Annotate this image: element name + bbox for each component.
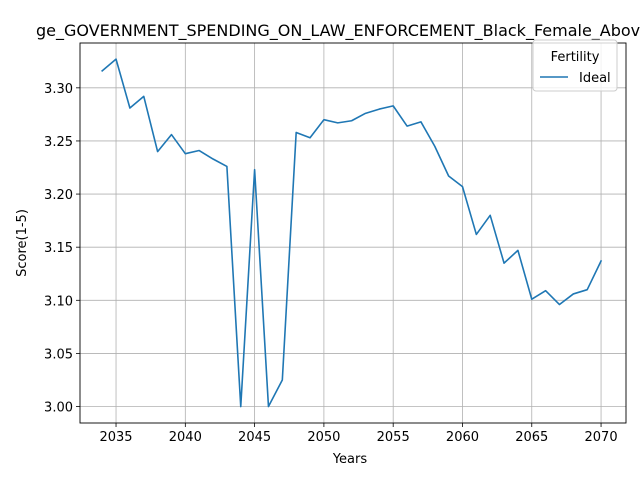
x-tick-label: 2065 (515, 430, 548, 445)
chart-title: ge_GOVERNMENT_SPENDING_ON_LAW_ENFORCEMEN… (36, 21, 640, 41)
plot-frame (79, 42, 627, 424)
axis-ticks: 2035 2040 2045 2050 2055 2060 2065 2070 3.00 3.05… (44, 82, 618, 445)
x-tick-label: 2055 (377, 430, 410, 445)
x-tick-label: 2040 (169, 430, 202, 445)
x-tick-label: 2060 (446, 430, 479, 445)
x-tick-label: 2045 (238, 430, 271, 445)
x-tick-label: 2070 (585, 430, 618, 445)
y-tick-label: 3.20 (44, 188, 73, 203)
legend-label-ideal: Ideal (579, 71, 611, 86)
legend-box (532, 39, 618, 92)
y-tick-label: 3.30 (44, 82, 73, 97)
legend: Fertility Ideal (532, 39, 618, 92)
y-tick-label: 3.00 (44, 401, 73, 416)
y-tick-label: 3.05 (44, 347, 73, 362)
y-tick-label: 3.10 (44, 294, 73, 309)
grid (80, 43, 626, 423)
y-axis-title: Score(1-5) (15, 209, 30, 277)
series-layer (101, 58, 603, 408)
y-tick-label: 3.25 (44, 135, 73, 150)
x-tick-label: 2050 (307, 430, 340, 445)
series-line-ideal (101, 58, 603, 408)
x-axis-title: Years (332, 452, 368, 467)
x-tick-label: 2035 (99, 430, 132, 445)
legend-title: Fertility (551, 50, 600, 65)
y-tick-label: 3.15 (44, 241, 73, 256)
